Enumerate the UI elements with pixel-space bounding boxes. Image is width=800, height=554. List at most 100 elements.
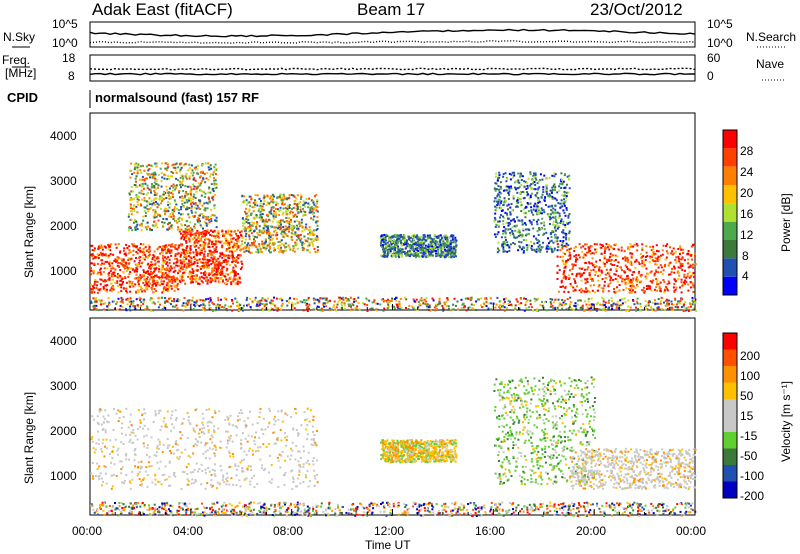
power-echo-cell bbox=[313, 302, 316, 305]
power-echo-cell bbox=[178, 228, 181, 231]
power-echo-cell bbox=[132, 245, 135, 248]
power-echo-cell bbox=[686, 275, 689, 278]
power-echo-cell bbox=[425, 297, 428, 300]
power-echo-cell bbox=[182, 230, 185, 233]
power-echo-cell bbox=[100, 267, 102, 270]
power-echo-cell bbox=[133, 260, 136, 263]
power-echo-cell bbox=[395, 246, 398, 248]
power-echo-cell bbox=[227, 244, 229, 247]
power-echo-cell bbox=[500, 214, 502, 217]
power-echo-cell bbox=[170, 191, 173, 194]
power-echo-cell bbox=[666, 289, 669, 292]
power-echo-cell bbox=[600, 308, 603, 311]
power-echo-cell bbox=[515, 225, 518, 228]
power-echo-cell bbox=[201, 251, 203, 254]
power-echo-cell bbox=[199, 202, 201, 205]
power-echo-cell bbox=[316, 228, 319, 230]
power-echo-cell bbox=[614, 273, 617, 276]
power-echo-cell bbox=[632, 277, 635, 280]
power-echo-cell bbox=[412, 253, 415, 256]
power-echo-cell bbox=[662, 278, 665, 281]
power-echo-cell bbox=[270, 251, 272, 254]
power-echo-cell bbox=[442, 240, 445, 243]
power-echo-cell bbox=[312, 200, 315, 203]
power-echo-cell bbox=[170, 225, 173, 228]
power-echo-cell bbox=[650, 256, 653, 259]
power-echo-cell bbox=[520, 210, 523, 213]
power-echo-cell bbox=[292, 194, 295, 197]
power-echo-cell bbox=[394, 247, 396, 249]
power-echo-cell bbox=[260, 205, 263, 208]
power-echo-cell bbox=[212, 230, 215, 233]
power-echo-cell bbox=[135, 205, 138, 208]
power-echo-cell bbox=[451, 238, 454, 241]
power-echo-cell bbox=[460, 306, 463, 309]
power-echo-cell bbox=[564, 173, 566, 176]
power-echo-cell bbox=[90, 284, 93, 286]
power-echo-cell bbox=[561, 178, 563, 181]
power-echo-cell bbox=[143, 196, 146, 199]
power-panel-frame bbox=[89, 112, 696, 311]
power-echo-cell bbox=[239, 231, 241, 234]
power-echo-cell bbox=[282, 203, 285, 206]
power-echo-cell bbox=[315, 202, 318, 204]
power-echo-cell bbox=[502, 302, 505, 305]
power-echo-cell bbox=[243, 210, 246, 213]
power-echo-cell bbox=[101, 262, 103, 265]
power-echo-cell bbox=[256, 204, 259, 207]
power-echo-cell bbox=[281, 229, 284, 232]
power-echo-cell bbox=[154, 210, 157, 213]
power-echo-cell bbox=[254, 194, 257, 196]
power-echo-cell bbox=[251, 224, 254, 227]
power-echo-cell bbox=[129, 258, 132, 261]
power-echo-cell bbox=[187, 169, 190, 172]
power-echo-cell bbox=[381, 255, 384, 258]
nave-tick-bottom: 0 bbox=[707, 69, 714, 83]
power-echo-cell bbox=[136, 201, 139, 203]
power-echo-cell bbox=[520, 172, 522, 175]
power-echo-cell bbox=[188, 177, 191, 180]
power-echo-cell bbox=[316, 216, 319, 219]
power-echo-cell bbox=[288, 196, 291, 199]
power-echo-cell bbox=[255, 216, 258, 219]
power-echo-cell bbox=[648, 300, 651, 303]
power-echo-cell bbox=[680, 281, 683, 284]
power-echo-cell bbox=[200, 272, 203, 275]
power-echo-cell bbox=[688, 254, 691, 257]
power-echo-cell bbox=[388, 245, 391, 247]
power-echo-cell bbox=[193, 216, 196, 218]
power-echo-cell bbox=[548, 193, 551, 196]
power-echo-cell bbox=[141, 178, 144, 181]
power-echo-cell bbox=[275, 201, 278, 204]
power-echo-cell bbox=[513, 243, 516, 246]
power-echo-cell bbox=[657, 266, 660, 269]
power-echo-cell bbox=[669, 273, 672, 276]
power-echo-cell bbox=[578, 289, 581, 292]
power-echo-cell bbox=[662, 244, 665, 247]
power-echo-cell bbox=[246, 304, 248, 307]
power-echo-cell bbox=[536, 230, 539, 233]
power-echo-cell bbox=[301, 226, 304, 229]
power-echo-cell bbox=[538, 179, 541, 182]
power-echo-cell bbox=[640, 280, 643, 283]
power-echo-cell bbox=[535, 178, 538, 181]
power-echo-cell bbox=[164, 288, 167, 291]
power-echo-cell bbox=[656, 250, 658, 252]
power-echo-cell bbox=[494, 189, 497, 192]
power-echo-cell bbox=[562, 180, 565, 183]
power-echo-cell bbox=[594, 291, 596, 294]
power-echo-cell bbox=[604, 277, 607, 279]
power-echo-cell bbox=[286, 216, 289, 219]
power-echo-cell bbox=[534, 202, 537, 205]
power-echo-cell bbox=[166, 228, 169, 231]
power-echo-cell bbox=[558, 189, 561, 192]
power-echo-cell bbox=[415, 245, 418, 248]
power-echo-cell bbox=[219, 241, 222, 244]
power-echo-cell bbox=[515, 200, 518, 203]
power-echo-cell bbox=[627, 277, 630, 280]
power-echo-cell bbox=[428, 254, 431, 257]
power-echo-cell bbox=[503, 226, 506, 229]
power-echo-cell bbox=[650, 289, 653, 292]
power-echo-cell bbox=[136, 163, 139, 166]
power-echo-cell bbox=[688, 252, 691, 255]
